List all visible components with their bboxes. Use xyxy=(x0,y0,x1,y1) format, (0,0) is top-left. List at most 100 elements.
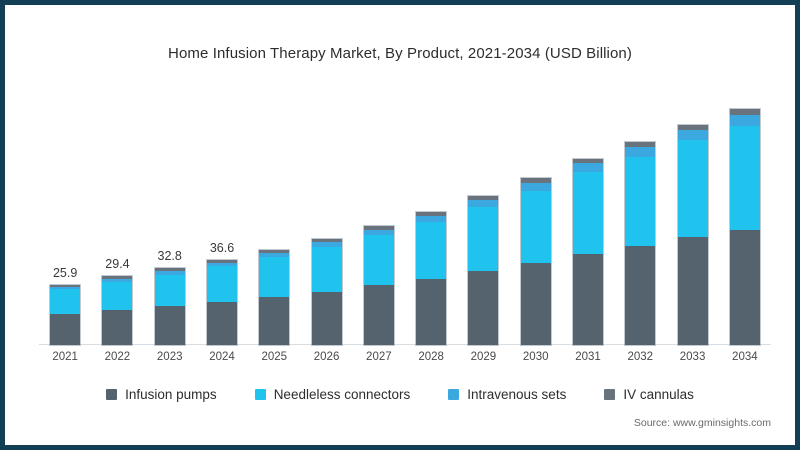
x-axis-baseline xyxy=(39,344,771,345)
bar-segment[interactable] xyxy=(625,156,656,246)
bar-segment[interactable] xyxy=(573,253,603,345)
bar-segment[interactable] xyxy=(207,301,237,345)
stacked-bar[interactable] xyxy=(729,109,760,345)
bar-value-label: 36.6 xyxy=(209,240,235,255)
bar-segment[interactable] xyxy=(259,253,290,258)
bar-column[interactable] xyxy=(677,124,708,346)
bar-column[interactable] xyxy=(573,158,603,345)
bar-segment[interactable] xyxy=(468,271,499,345)
bar-segment[interactable] xyxy=(102,276,133,280)
bar-segment[interactable] xyxy=(677,237,708,345)
bar-column[interactable] xyxy=(520,178,551,345)
bar-segment[interactable] xyxy=(729,230,760,345)
bar-segment[interactable] xyxy=(468,195,499,201)
legend-label: IV cannulas xyxy=(623,387,694,402)
bar-segment[interactable] xyxy=(677,124,708,130)
bar-segment[interactable] xyxy=(520,178,551,183)
bar-column[interactable]: 36.6 xyxy=(207,241,237,345)
bar-segment[interactable] xyxy=(468,207,499,272)
stacked-bar[interactable] xyxy=(520,178,551,345)
bar-segment[interactable] xyxy=(416,221,447,279)
stacked-bar[interactable]: 29.4 xyxy=(102,257,133,345)
stacked-bar[interactable] xyxy=(573,158,603,345)
bar-column[interactable] xyxy=(625,142,656,345)
stacked-bar[interactable] xyxy=(311,238,342,345)
bar-segment[interactable] xyxy=(573,163,603,173)
x-axis-label-2031: 2031 xyxy=(575,351,601,363)
bar-segment[interactable] xyxy=(207,262,237,267)
bar-segment[interactable] xyxy=(311,246,342,292)
bar-segment[interactable] xyxy=(520,182,551,191)
legend-item[interactable]: Intravenous sets xyxy=(448,387,566,402)
stacked-bar[interactable] xyxy=(677,124,708,346)
stacked-bar[interactable] xyxy=(363,226,394,345)
bar-value-label: 29.4 xyxy=(105,257,130,272)
bar-segment[interactable] xyxy=(50,284,81,288)
bar-segment[interactable] xyxy=(520,262,551,345)
bar-segment[interactable] xyxy=(573,158,603,164)
bar-segment[interactable] xyxy=(311,238,342,243)
bar-segment[interactable] xyxy=(207,266,237,302)
bar-segment[interactable] xyxy=(729,114,760,127)
legend-swatch-icon xyxy=(448,389,460,400)
bar-column[interactable]: 29.4 xyxy=(102,257,133,345)
bar-segment[interactable] xyxy=(207,259,237,263)
stacked-bar[interactable] xyxy=(625,142,656,345)
bar-segment[interactable] xyxy=(102,282,133,310)
stacked-bar[interactable]: 32.8 xyxy=(154,249,185,345)
bar-segment[interactable] xyxy=(154,305,185,345)
legend-item[interactable]: Needleless connectors xyxy=(254,387,410,402)
bar-column[interactable] xyxy=(311,238,342,345)
bar-segment[interactable] xyxy=(573,172,603,254)
bar-segment[interactable] xyxy=(363,235,394,286)
bar-segment[interactable] xyxy=(625,245,656,345)
bar-segment[interactable] xyxy=(259,296,290,345)
legend-label: Intravenous sets xyxy=(467,387,567,402)
bar-segment[interactable] xyxy=(311,242,342,247)
bar-segment[interactable] xyxy=(416,215,447,222)
bar-segment[interactable] xyxy=(259,257,290,297)
bar-column[interactable] xyxy=(363,226,394,345)
bar-segment[interactable] xyxy=(311,291,342,345)
bar-segment[interactable] xyxy=(50,313,81,345)
bar-segment[interactable] xyxy=(154,274,185,306)
stacked-bar[interactable] xyxy=(468,195,499,345)
bar-column[interactable] xyxy=(416,211,447,345)
legend-item[interactable]: Infusion pumps xyxy=(106,387,217,402)
bar-segment[interactable] xyxy=(625,147,656,157)
bar-segment[interactable] xyxy=(729,126,760,231)
bar-segment[interactable] xyxy=(363,229,394,236)
bar-segment[interactable] xyxy=(102,279,133,282)
legend-swatch-icon xyxy=(106,389,118,400)
bar-segment[interactable] xyxy=(363,285,394,345)
bar-column[interactable]: 32.8 xyxy=(154,249,185,345)
bar-segment[interactable] xyxy=(729,109,760,115)
stacked-bar[interactable] xyxy=(416,211,447,345)
bar-segment[interactable] xyxy=(677,129,708,141)
bar-segment[interactable] xyxy=(677,140,708,238)
bar-segment[interactable] xyxy=(50,289,81,314)
x-axis-label-2030: 2030 xyxy=(522,351,549,363)
x-axis-label-2023: 2023 xyxy=(156,351,183,363)
bar-segment[interactable] xyxy=(363,226,394,230)
bar-segment[interactable] xyxy=(259,249,290,254)
bar-segment[interactable] xyxy=(468,200,499,208)
bar-segment[interactable] xyxy=(625,142,656,148)
bar-segment[interactable] xyxy=(416,278,447,345)
bar-column[interactable] xyxy=(468,195,499,345)
bar-segment[interactable] xyxy=(102,309,133,345)
bar-column[interactable] xyxy=(729,109,760,345)
bar-segment[interactable] xyxy=(154,271,185,275)
legend-item[interactable]: IV cannulas xyxy=(604,387,694,402)
x-axis-label-2025: 2025 xyxy=(261,351,288,363)
bar-column[interactable]: 25.9 xyxy=(50,266,81,345)
stacked-bar[interactable]: 25.9 xyxy=(50,266,81,345)
bar-column[interactable] xyxy=(259,249,290,345)
x-axis-tick-labels: 2021 2022 2023 2024 2025 2026 2027 2028 2029 2030… xyxy=(39,351,771,369)
stacked-bar[interactable]: 36.6 xyxy=(207,241,237,345)
bar-segment[interactable] xyxy=(520,190,551,263)
bar-segment[interactable] xyxy=(50,287,81,290)
bar-segment[interactable] xyxy=(154,268,185,272)
bar-segment[interactable] xyxy=(416,211,447,216)
stacked-bar[interactable] xyxy=(259,249,290,345)
